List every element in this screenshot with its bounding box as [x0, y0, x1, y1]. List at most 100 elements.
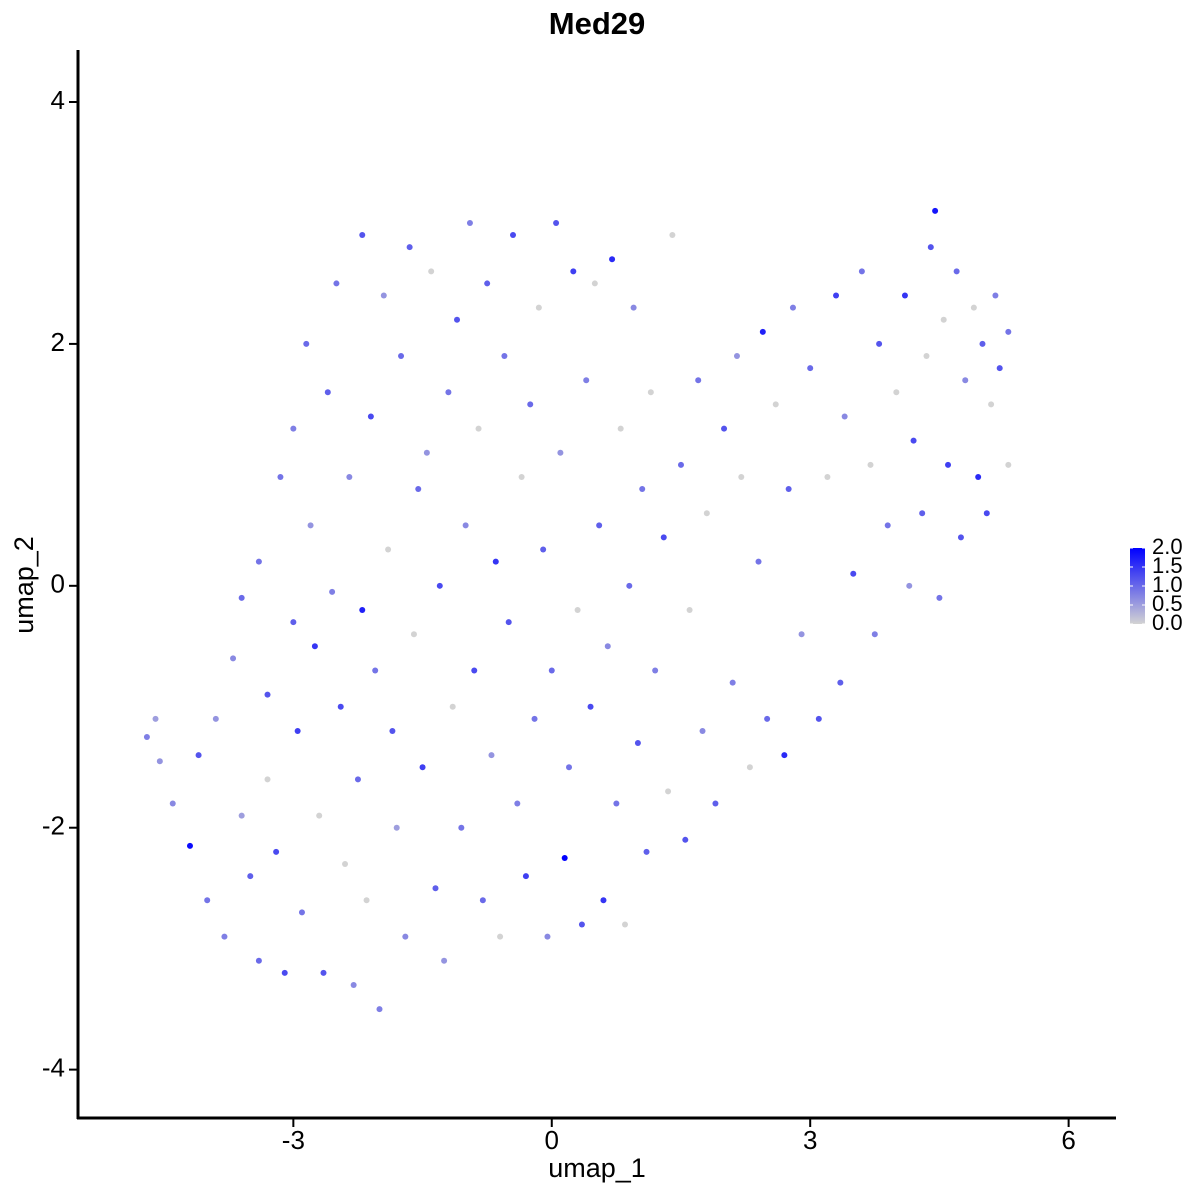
point: [988, 401, 995, 408]
point: [634, 740, 641, 747]
point: [587, 703, 594, 710]
point: [600, 897, 607, 904]
point: [566, 764, 573, 771]
point: [423, 449, 430, 456]
point: [677, 461, 684, 468]
point: [906, 582, 913, 589]
point: [574, 607, 581, 614]
point: [621, 921, 628, 928]
point: [785, 486, 792, 493]
point: [273, 848, 280, 855]
y-axis-title: umap_2: [9, 536, 39, 634]
point: [385, 546, 392, 553]
point: [277, 473, 284, 480]
colorbar-tick-label: 1.0: [1152, 572, 1183, 597]
point: [975, 473, 982, 480]
point: [484, 280, 491, 287]
point: [510, 232, 517, 239]
point: [264, 691, 271, 698]
point: [324, 389, 331, 396]
point: [699, 727, 706, 734]
point: [682, 836, 689, 843]
point: [454, 316, 461, 323]
point: [660, 534, 667, 541]
point: [583, 377, 590, 384]
point: [609, 256, 616, 263]
point: [436, 582, 443, 589]
point: [759, 328, 766, 335]
point: [497, 933, 504, 940]
colorbar-tick-label: 2.0: [1152, 534, 1183, 559]
point: [781, 752, 788, 759]
point: [613, 800, 620, 807]
point: [238, 594, 245, 601]
point: [626, 582, 633, 589]
point: [238, 812, 245, 819]
point: [970, 304, 977, 311]
point: [910, 437, 917, 444]
point: [639, 486, 646, 493]
point: [143, 734, 150, 741]
point: [337, 703, 344, 710]
point: [837, 679, 844, 686]
point: [346, 473, 353, 480]
point: [264, 776, 271, 783]
y-tick-label: -2: [42, 811, 65, 841]
point: [992, 292, 999, 299]
point: [669, 232, 676, 239]
y-tick-label: 0: [51, 569, 65, 599]
point: [962, 377, 969, 384]
point: [169, 800, 176, 807]
point: [996, 365, 1003, 372]
point: [652, 667, 659, 674]
point: [372, 667, 379, 674]
point: [518, 473, 525, 480]
point: [389, 727, 396, 734]
point: [380, 292, 387, 299]
x-tick-label: 0: [545, 1125, 559, 1155]
point: [311, 643, 318, 650]
point: [367, 413, 374, 420]
point: [841, 413, 848, 420]
point: [298, 909, 305, 916]
point: [643, 848, 650, 855]
point: [901, 292, 908, 299]
point: [290, 425, 297, 432]
point: [893, 389, 900, 396]
point: [522, 873, 529, 880]
point: [1005, 461, 1012, 468]
point: [402, 933, 409, 940]
point: [230, 655, 237, 662]
point: [772, 401, 779, 408]
point: [824, 473, 831, 480]
point: [923, 353, 930, 360]
point: [204, 897, 211, 904]
colorbar-tick-label: 0.5: [1152, 591, 1183, 616]
point: [884, 522, 891, 529]
point: [449, 703, 456, 710]
point: [712, 800, 719, 807]
point: [514, 800, 521, 807]
point: [363, 897, 370, 904]
point: [359, 607, 366, 614]
point: [350, 981, 357, 988]
point: [630, 304, 637, 311]
y-tick-label: -4: [42, 1052, 65, 1082]
point: [441, 957, 448, 964]
point: [531, 715, 538, 722]
point: [329, 588, 336, 595]
point: [953, 268, 960, 275]
point: [548, 667, 555, 674]
point: [410, 631, 417, 638]
point: [578, 921, 585, 928]
point: [303, 340, 310, 347]
point: [867, 461, 874, 468]
point: [479, 897, 486, 904]
colorbar: [1130, 548, 1145, 624]
point: [755, 558, 762, 565]
point: [307, 522, 314, 529]
point: [354, 776, 361, 783]
point: [686, 607, 693, 614]
point: [733, 353, 740, 360]
